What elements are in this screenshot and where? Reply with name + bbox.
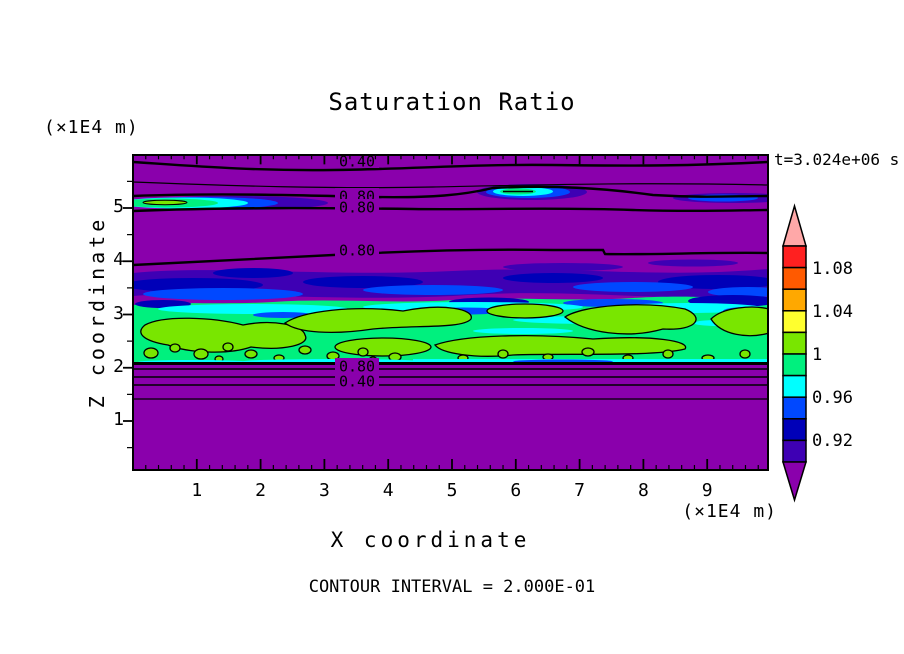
plot-field: 0.400.800.800.800.800.40: [123, 153, 769, 471]
x-axis-title: X coordinate: [330, 528, 531, 552]
contour-label: 0.40: [339, 373, 375, 391]
indigo-smudge: [503, 263, 623, 271]
navy-patch: [303, 276, 423, 288]
x-axis-tick-label: 8: [637, 480, 649, 501]
colorbar-segment: [782, 396, 807, 420]
blue-streak: [573, 282, 693, 292]
contour-label-backing: [335, 373, 379, 388]
right-lens: [673, 193, 768, 203]
blue-streak: [708, 287, 768, 297]
x-axis-tick-label: 3: [318, 480, 330, 501]
plot-frame: [132, 154, 769, 471]
contour-label-backing: [335, 199, 379, 214]
colorbar-segment: [782, 374, 807, 398]
colorbar-tick-label: 1.08: [812, 259, 853, 279]
colorbar-segment: [782, 245, 807, 269]
time-annotation: t=3.024e+06 s: [774, 150, 900, 169]
colorbar-tick-label: 0.96: [812, 388, 853, 408]
upper-left-lens: [133, 196, 328, 210]
y-axis-tick-label: 3: [113, 302, 124, 324]
supersaturated-patches: [140, 303, 768, 364]
indigo-smudge: [648, 259, 738, 267]
colorbar-segment: [782, 310, 807, 334]
y-axis-tick-label: 2: [113, 355, 124, 377]
y-axis-tick-label: 1: [113, 409, 124, 430]
x-axis-tick-label: 9: [701, 480, 713, 501]
contour-label-backing: [335, 358, 379, 373]
y-axis-tick-label: 5: [113, 196, 124, 217]
axis-ticks: [123, 155, 759, 470]
colorbar-segment: [782, 439, 807, 463]
y-axis-units-label: (×1E4 m): [44, 117, 139, 138]
contour-interval-note: CONTOUR INTERVAL = 2.000E-01: [308, 577, 596, 597]
contour-label: 0.80: [339, 242, 375, 260]
contour-label-backing: [335, 155, 379, 168]
x-axis-tick-label: 2: [255, 480, 267, 501]
colorbar-tick-label: 1: [812, 345, 823, 365]
lower-contour-lines: [133, 362, 768, 400]
colorbar-arrow-below-range: [781, 461, 808, 503]
chart-title: Saturation Ratio: [328, 88, 576, 116]
navy-patch: [503, 273, 603, 283]
x-axis-units-label: (×1E4 m): [682, 501, 777, 522]
x-axis-tick-label: 4: [382, 480, 394, 501]
colorbar-segment: [782, 418, 807, 442]
contour-label: 0.40: [339, 153, 375, 171]
x-axis-tick-label: 6: [510, 480, 522, 501]
cyan-streak: [473, 328, 573, 334]
colorbar-tick-label: 0.92: [812, 431, 853, 451]
contour-plot: 0.400.800.800.800.800.40: [123, 153, 769, 471]
colorbar-segment: [782, 331, 807, 355]
colorbar-segment: [782, 266, 807, 290]
blue-streak: [143, 288, 303, 300]
x-axis-tick-label: 1: [191, 480, 203, 501]
contour-label: 0.80: [339, 358, 375, 376]
y-axis-tick-label: 4: [113, 249, 124, 271]
contour-lines: [133, 160, 768, 267]
colorbar-tick-label: 1.04: [812, 302, 853, 322]
contour-line-labels: 0.400.800.800.800.800.40: [335, 153, 379, 391]
blue-streak: [363, 285, 503, 295]
colorbar: [781, 203, 808, 503]
contour-label: 0.80: [339, 199, 375, 217]
navy-patch: [213, 268, 293, 278]
colorbar-segment: [782, 288, 807, 312]
contour-label-backing: [335, 242, 379, 257]
x-axis-tick-label: 5: [446, 480, 458, 501]
colorbar-segment: [782, 353, 807, 377]
x-axis-tick-label: 7: [574, 480, 586, 501]
cyan-streak: [158, 304, 348, 314]
colorbar-arrow-above-range: [782, 203, 807, 247]
